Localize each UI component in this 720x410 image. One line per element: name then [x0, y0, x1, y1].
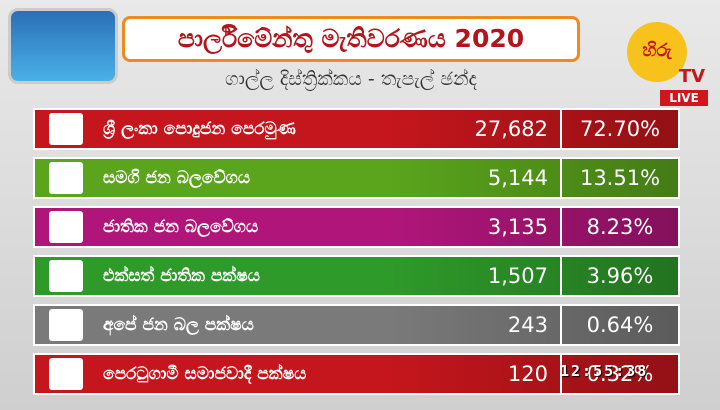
- party-name: ජාතික ජන බලවේගය: [103, 217, 259, 237]
- party-symbol: [49, 358, 83, 390]
- title: පාර්ලිමේන්තු මැතිවරණය 2020: [122, 16, 580, 62]
- vote-percent: 3.96%: [560, 257, 678, 295]
- party-name: ශ්‍රී ලංකා පොදුජන පෙරමුණ: [103, 119, 296, 139]
- party-symbol: [49, 309, 83, 341]
- party-symbol: [49, 260, 83, 292]
- vote-percent: 8.23%: [560, 208, 678, 246]
- vote-percent: 72.70%: [560, 110, 678, 148]
- party-name: සමගි ජන බලවේගය: [103, 168, 251, 188]
- vote-count: 120: [507, 362, 548, 386]
- channel-tv: TV: [679, 66, 705, 87]
- result-row: ශ්‍රී ලංකා පොදුජන පෙරමුණ 27,682 72.70%: [33, 108, 680, 150]
- party-name: අපේ ජන බල පක්ෂය: [103, 315, 254, 335]
- result-row: සමගි ජන බලවේගය 5,144 13.51%: [33, 157, 680, 199]
- vote-percent: 13.51%: [560, 159, 678, 197]
- party-name: පෙරටුගාමී සමාජවාදී පක්ෂය: [103, 364, 307, 384]
- vote-count: 3,135: [487, 215, 548, 239]
- live-label: LIVE: [669, 91, 699, 105]
- subtitle: ගාල්ල දිස්ත්‍රික්කය - තැපැල් ඡන්ද: [224, 68, 477, 90]
- party-symbol: [49, 211, 83, 243]
- result-row: අපේ ජන බල පක්ෂය 243 0.64%: [33, 304, 680, 346]
- vote-count: 1,507: [487, 264, 548, 288]
- sun: [627, 22, 687, 82]
- result-row: එක්සත් ජාතික පක්ෂය 1,507 3.96%: [33, 255, 680, 297]
- channel-name: හිරු: [642, 40, 672, 61]
- program-logo: [8, 8, 118, 84]
- vote-percent: 0.64%: [560, 306, 678, 344]
- live-badge: [660, 90, 708, 106]
- party-symbol: [49, 162, 83, 194]
- vote-percent: 0.32%: [560, 355, 678, 393]
- result-row: පෙරටුගාමී සමාජවාදී පක්ෂය 120 0.32%: [33, 353, 680, 395]
- party-symbol: [49, 113, 83, 145]
- party-name: එක්සත් ජාතික පක්ෂය: [103, 266, 260, 286]
- vote-count: 5,144: [487, 166, 548, 190]
- timestamp: 12:55:38: [560, 362, 649, 380]
- vote-count: 27,682: [474, 117, 548, 141]
- vote-count: 243: [507, 313, 548, 337]
- channel-logo: හිරු TV LIVE: [627, 22, 708, 106]
- result-row: ජාතික ජන බලවේගය 3,135 8.23%: [33, 206, 680, 248]
